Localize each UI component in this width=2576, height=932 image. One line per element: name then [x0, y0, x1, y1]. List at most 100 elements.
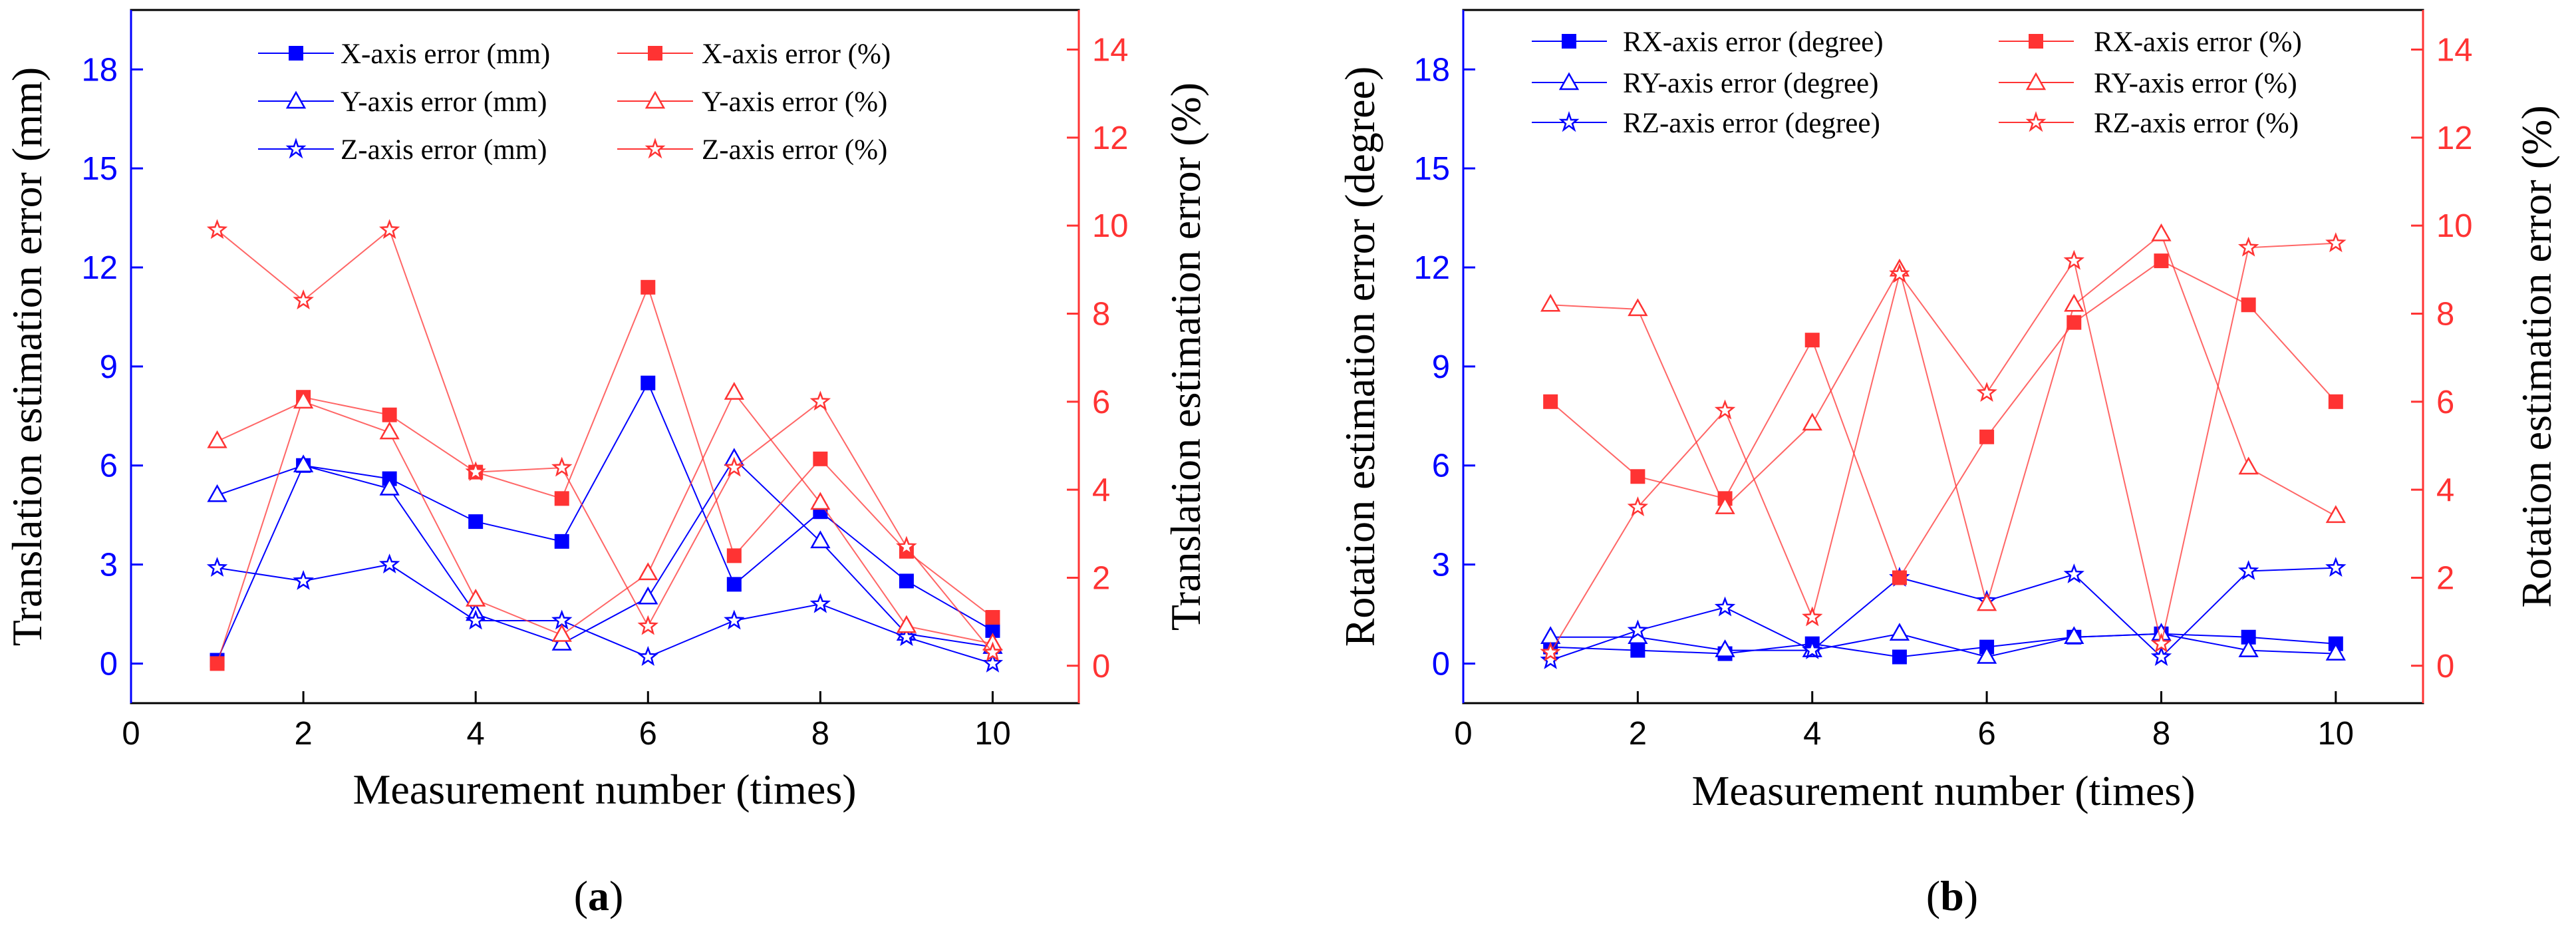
data-point	[1892, 649, 1907, 665]
data-point	[551, 456, 573, 477]
legend-marker	[289, 46, 303, 61]
legend-marker	[1562, 34, 1576, 49]
data-point	[1630, 643, 1646, 658]
legend-marker	[285, 138, 307, 159]
data-point	[724, 456, 745, 477]
legend-label: RZ-axis error (%)	[2094, 108, 2299, 139]
data-point	[896, 615, 917, 633]
legend-marker	[2025, 72, 2047, 90]
data-point	[2064, 626, 2084, 645]
data-point	[465, 609, 486, 630]
legend-marker	[1558, 111, 1580, 132]
data-point	[206, 557, 228, 577]
data-point	[293, 390, 314, 409]
x-tick-label: 6	[639, 716, 657, 752]
data-point	[1804, 333, 1820, 348]
y-right-tick-label: 10	[2436, 208, 2473, 244]
data-point	[379, 421, 400, 440]
data-point	[2238, 456, 2259, 475]
legend-item-y-pct: Y-axis error (%)	[617, 86, 887, 118]
data-point	[810, 492, 831, 510]
y-left-tick-label: 12	[1413, 250, 1450, 286]
data-point	[982, 652, 1004, 673]
data-point	[809, 593, 831, 613]
data-point	[2150, 645, 2172, 666]
y-right-tick-label: 6	[1092, 385, 1110, 420]
y-right-tick-label: 2	[2436, 560, 2454, 596]
x-tick-label: 2	[1629, 716, 1647, 752]
panel-label-open: (	[574, 872, 588, 919]
data-point	[2325, 505, 2346, 524]
data-point	[638, 586, 658, 605]
data-point	[1976, 593, 1997, 611]
y-left-tick-label: 12	[81, 250, 118, 286]
legend-item-ry-pct: RY-axis error (%)	[1999, 68, 2297, 99]
data-point	[641, 279, 656, 295]
data-point	[982, 641, 1004, 662]
data-point	[1543, 394, 1558, 409]
y-left-tick-label: 0	[1432, 646, 1450, 682]
legend-item-x-pct: X-axis error (%)	[617, 39, 891, 70]
y-right-tick-label: 14	[1092, 33, 1129, 69]
legend-label: X-axis error (mm)	[341, 39, 550, 70]
data-point	[810, 530, 831, 549]
data-point	[465, 461, 486, 482]
legend-marker	[644, 90, 666, 109]
chart-panel-a: 0 2 4 6 8 10 0 3 6 9 12 15 18 0 2 4 6 8 10 12 14 Translation…	[3, 9, 1209, 919]
legend-label: Y-axis error (mm)	[341, 86, 547, 118]
y-axis-right-title: Rotation estimation error (%)	[2513, 105, 2560, 607]
y-right-tick-label: 2	[1092, 560, 1110, 596]
data-point	[293, 454, 314, 472]
data-point	[2241, 629, 2256, 645]
data-point	[1976, 382, 1997, 402]
panel-label-close: )	[1964, 872, 1978, 919]
y-right-tick-label: 4	[2436, 472, 2454, 508]
data-point	[2154, 253, 2169, 269]
legend-label: X-axis error (%)	[702, 39, 891, 70]
data-point	[1715, 496, 1735, 514]
legend-label: Z-axis error (mm)	[341, 134, 547, 166]
y-right-tick-label: 12	[2436, 120, 2473, 156]
x-tick-label: 8	[2152, 716, 2170, 752]
y-axis-left-title: Rotation estimation error (degree)	[1336, 67, 1383, 647]
data-point	[382, 407, 397, 422]
data-point	[985, 609, 1000, 625]
legend-marker	[285, 90, 307, 109]
data-point	[2325, 643, 2346, 661]
legend: X-axis error (mm) Y-axis error (mm) Z-ax…	[258, 39, 891, 166]
data-point	[813, 451, 828, 466]
data-point	[2237, 559, 2259, 580]
data-point	[1979, 429, 1995, 444]
y-left-tick-label: 3	[1432, 547, 1450, 583]
series-line-5	[1550, 242, 2336, 653]
y-left-tick-label: 15	[81, 151, 118, 187]
y-right-tick-label: 6	[2436, 385, 2454, 420]
y-axis-left-title: Translation estimation error (mm)	[3, 67, 51, 646]
panel-label-letter: b	[1940, 872, 1964, 919]
y-left-tick-label: 18	[1413, 52, 1450, 88]
data-point	[1714, 399, 1736, 420]
data-point	[1628, 298, 1648, 317]
data-point	[1540, 641, 1561, 662]
y-left-tick-label: 18	[81, 52, 118, 88]
panel-label: (a)	[574, 872, 624, 919]
y-left-tick-label: 6	[100, 448, 118, 484]
legend-marker	[2029, 34, 2043, 49]
data-point	[551, 633, 572, 651]
data-point	[378, 553, 400, 573]
series-line-1	[217, 458, 993, 648]
data-point	[724, 609, 745, 630]
series-line-4	[217, 391, 993, 645]
data-point	[1540, 293, 1561, 312]
legend-label: Y-axis error (%)	[702, 86, 887, 118]
y-left-tick-label: 15	[1413, 151, 1450, 187]
data-point	[726, 577, 742, 592]
series-line-3	[216, 285, 994, 664]
x-tick-label: 2	[294, 716, 312, 752]
data-point	[1540, 626, 1561, 645]
data-point	[2063, 563, 2084, 583]
y-right-tick-label: 0	[2436, 649, 2454, 685]
data-point	[1802, 412, 1822, 431]
legend-item-x-mm: X-axis error (mm)	[258, 39, 550, 70]
data-point	[554, 534, 569, 549]
